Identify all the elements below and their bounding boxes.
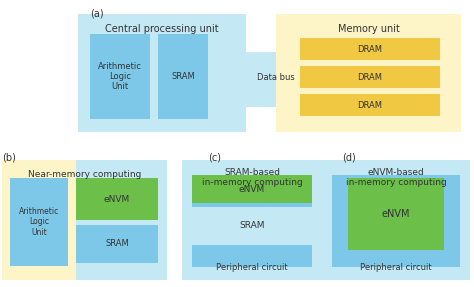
Text: Arithmetic
Logic
Unit: Arithmetic Logic Unit [98,62,142,91]
Bar [76,225,158,263]
Bar [332,175,460,267]
Text: DRAM: DRAM [357,73,383,82]
Bar [76,178,158,220]
Bar [192,175,312,203]
Text: (d): (d) [342,152,356,162]
Text: SRAM: SRAM [171,72,195,81]
Text: Peripheral circuit: Peripheral circuit [360,263,432,272]
Bar [246,52,284,107]
Bar [2,160,167,280]
Text: Memory unit: Memory unit [337,24,400,34]
Text: eNVM: eNVM [104,195,130,203]
Bar [300,66,440,88]
Text: DRAM: DRAM [357,44,383,53]
Text: Arithmetic
Logic
Unit: Arithmetic Logic Unit [19,207,59,237]
Bar [2,160,167,280]
Text: Peripheral circuit: Peripheral circuit [216,263,288,272]
Text: Central processing unit: Central processing unit [105,24,219,34]
Text: eNVM: eNVM [239,185,265,193]
Text: Near-memory computing: Near-memory computing [28,170,141,179]
Bar [192,207,312,245]
Bar [78,14,246,132]
Text: eNVM-based
in-memory computing: eNVM-based in-memory computing [346,168,447,187]
Text: (c): (c) [208,152,221,162]
Text: eNVM: eNVM [382,209,410,219]
Text: SRAM-based
in-memory computing: SRAM-based in-memory computing [201,168,302,187]
Bar [192,175,312,267]
Text: Data bus: Data bus [257,73,295,82]
Bar [10,178,68,266]
Bar [322,160,470,280]
Bar [90,34,150,119]
Bar [348,178,444,250]
Bar [276,14,461,132]
Text: SRAM: SRAM [239,222,265,230]
Text: (b): (b) [2,152,16,162]
Bar [300,94,440,116]
Text: (a): (a) [90,8,104,18]
Text: DRAM: DRAM [357,100,383,110]
Text: SRAM: SRAM [105,239,129,249]
Bar [182,160,322,280]
Bar [76,160,167,280]
Bar [158,34,208,119]
Bar [300,38,440,60]
